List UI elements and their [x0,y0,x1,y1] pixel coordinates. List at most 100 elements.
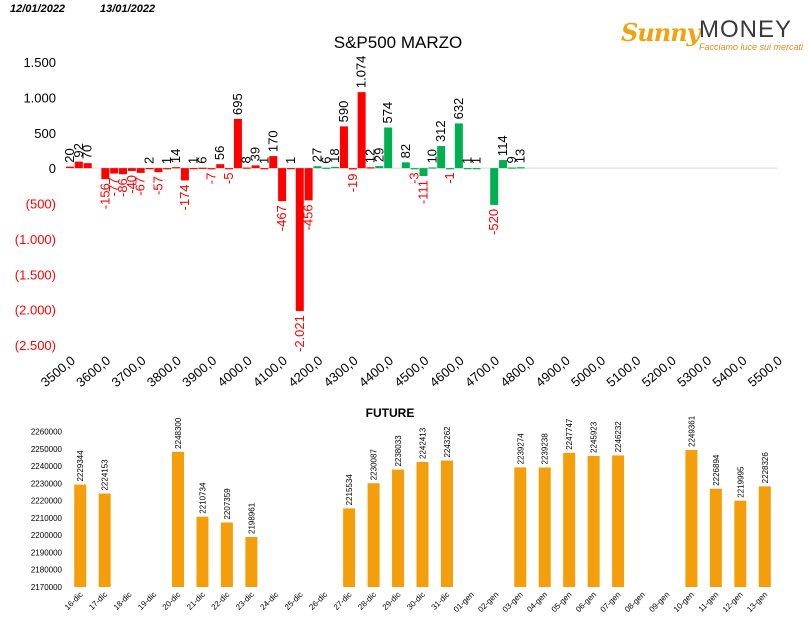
future-data-label: 2245923 [590,421,599,453]
strike-bar [419,168,428,176]
strike-data-label: 39 [248,147,263,161]
future-bar [245,537,258,587]
future-data-label: 2219995 [736,466,745,498]
logo-tagline: Facciamo luce sui mercati [699,42,804,52]
strike-bar [119,168,128,175]
strike-data-label: 56 [212,146,227,160]
strike-data-label: 18 [327,148,342,162]
future-y-tick-label: 2180000 [31,566,63,575]
strike-bar [225,168,234,170]
sp500-strike-chart: S&P500 MARZO 1.500 1.000 500 0 (500) (1.000) (1… [15,33,785,390]
strike-bar [322,167,331,169]
strike-bar [83,163,92,169]
future-bar [734,500,747,587]
y-tick-label: 1.500 [23,55,56,70]
strike-data-label: 10 [424,149,439,163]
strike-data-label: -77 [106,178,121,197]
strike-bar [198,167,207,169]
future-data-label: 2226894 [712,454,721,486]
future-x-tick-label: 16-dic [63,590,85,612]
strike-bar [401,162,410,169]
future-x-tick-label: 30-dic [405,590,427,612]
future-data-label: 2239274 [516,433,525,465]
strike-data-label: 9 [504,156,519,163]
strike-bar [472,168,481,170]
strike-data-label: -456 [301,204,316,230]
future-data-label: 2215534 [345,474,354,506]
strike-data-label: -174 [177,184,192,210]
future-bar [440,460,453,587]
future-y-tick-label: 2250000 [31,445,63,454]
strike-bar [304,168,313,201]
strike-data-label: -3 [407,172,422,184]
strike-bar [348,168,357,170]
strike-data-label: -111 [416,180,431,204]
strike-data-label: 1 [283,157,298,164]
strike-data-label: 312 [433,120,448,142]
strike-data-label: 6 [318,156,333,163]
future-x-tick-label: 28-dic [356,590,378,612]
future-bar [220,522,233,587]
strike-data-label: 8 [239,156,254,163]
strike-data-label: 82 [398,144,413,158]
strike-data-label: 114 [495,135,510,156]
future-bar [709,488,722,587]
future-x-tick-label: 21-dic [185,590,207,612]
strike-data-label: -40 [124,175,139,194]
future-x-tick-label: 20-dic [161,590,183,612]
future-bar [685,449,698,587]
future-bar [343,508,356,587]
strike-bar [145,167,154,170]
strike-data-label: -5 [221,172,236,184]
strike-bar [499,160,508,169]
strike-data-label: 695 [230,93,245,115]
future-data-label: 2238033 [394,435,403,467]
strike-data-label: 632 [451,98,466,120]
strike-bar [507,167,516,169]
strike-data-label: 70 [80,145,95,159]
future-x-tick-label: 12-gen [721,590,745,614]
strike-data-label: -7 [203,173,218,185]
future-data-label: 2207359 [223,488,232,520]
strike-data-label: 170 [265,130,280,152]
strike-data-label: 1 [460,157,475,164]
future-data-label: 2210734 [198,482,207,514]
strike-bar [172,167,181,169]
future-x-tick-label: 03-gen [501,590,525,614]
future-data-label: 2246232 [614,421,623,453]
strike-bar [428,167,437,169]
logo-word: MONEY [699,16,793,43]
future-data-label: 2228326 [761,452,770,484]
strike-data-label: -156 [97,183,112,209]
strike-bar [516,167,525,169]
strike-bar [490,168,499,205]
strike-data-label: 2 [142,157,157,164]
future-data-label: 2229344 [76,450,85,482]
strike-bar [269,156,278,169]
future-data-label: 2224153 [101,459,110,491]
strike-bar [313,166,322,169]
future-bar [538,467,551,587]
future-data-label: 2243262 [443,426,452,458]
future-data-label: 2247747 [565,418,574,450]
y-tick-label: (2.500) [15,338,56,353]
strike-bar [207,168,216,170]
future-y-tick-label: 2240000 [31,462,63,471]
y-tick-label: (500) [26,197,56,212]
future-x-tick-label: 06-gen [574,590,598,614]
future-x-tick-label: 29-dic [381,590,403,612]
strike-data-label: 92 [71,143,86,157]
strike-bar [286,168,295,170]
future-x-tick-label: 08-gen [623,590,647,614]
future-x-tick-label: 09-gen [647,590,671,614]
future-y-tick-label: 2200000 [31,531,63,540]
future-x-tick-label: 24-dic [258,590,280,612]
strike-data-label: -467 [274,205,289,231]
date-right: 13/01/2022 [100,3,156,15]
strike-data-label: 1.074 [354,56,369,89]
future-bar [587,455,600,587]
future-bar [612,455,625,587]
future-x-tick-label: 04-gen [525,590,549,614]
strike-bar [384,127,393,169]
